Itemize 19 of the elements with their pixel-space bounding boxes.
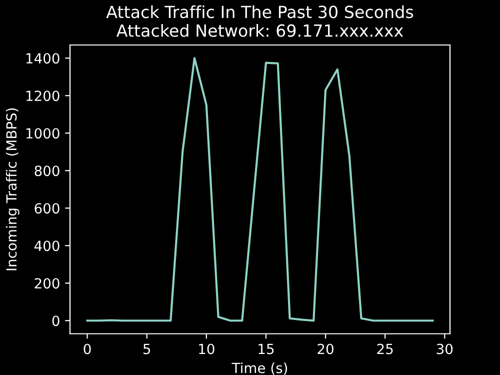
chart-title: Attack Traffic In The Past 30 Seconds Attacked Network: 69.171.xxx.xxx — [106, 5, 414, 37]
y-axis-title: Incoming Traffic (MBPS) — [6, 108, 20, 270]
y-tick-label: 1400 — [26, 53, 60, 64]
x-tick-label: 10 — [199, 344, 214, 354]
x-tick-label: 5 — [143, 344, 150, 354]
x-tick-label: 0 — [84, 344, 91, 354]
x-tick-label: 20 — [318, 344, 334, 354]
x-tick-label: 30 — [436, 344, 453, 354]
y-tick-label: 0 — [52, 316, 60, 326]
y-tick-label: 800 — [34, 166, 60, 176]
x-tick-label: 25 — [377, 344, 393, 354]
y-tick-label: 600 — [34, 203, 60, 214]
y-tick-label: 400 — [34, 240, 60, 252]
x-axis-title: Time (s) — [232, 362, 288, 375]
y-tick-label: 1200 — [26, 90, 60, 102]
x-tick-label: 15 — [258, 344, 274, 354]
y-tick-label: 1000 — [26, 128, 60, 139]
y-tick-label: 200 — [34, 278, 60, 289]
line-series — [86, 57, 434, 322]
